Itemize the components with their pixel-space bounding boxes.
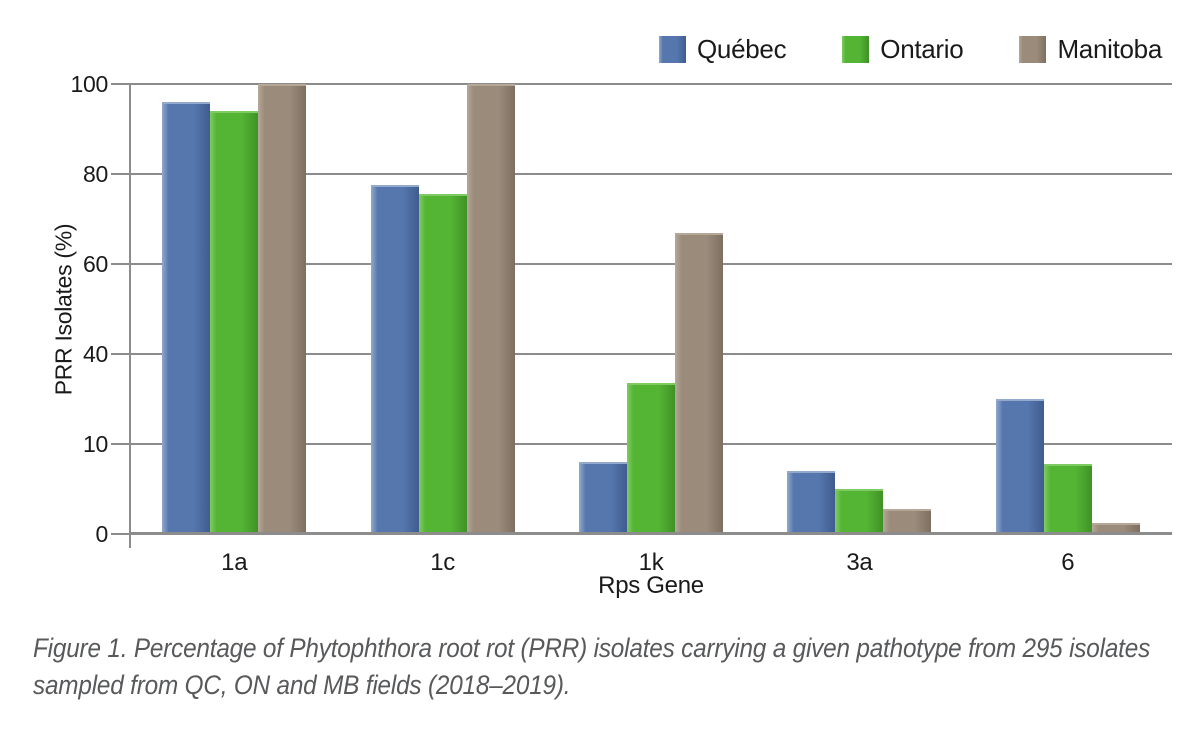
bars [547, 84, 755, 534]
bar-group-1a: 1a [130, 84, 338, 576]
legend-swatch-manitoba [1019, 36, 1047, 63]
y-tick-label: 60 [83, 251, 108, 277]
bar-manitoba-1a [258, 84, 307, 534]
y-tick-label: 0 [95, 521, 109, 547]
bars [338, 84, 546, 534]
y-tick-label: 40 [83, 341, 108, 367]
figure-caption: Figure 1. Percentage of Phytophthora roo… [33, 630, 1192, 704]
legend-item-manitoba: Manitoba [1019, 34, 1162, 65]
bar-québec-1a [162, 102, 211, 534]
bar-manitoba-1c [466, 84, 515, 534]
bar-québec-3a [787, 471, 836, 534]
category-label: 1c [430, 549, 455, 576]
legend-swatch-québec [659, 36, 686, 63]
bar-ontario-1k [627, 383, 676, 534]
legend-item-ontario: Ontario [842, 34, 964, 65]
legend-label: Ontario [880, 34, 964, 64]
bar-ontario-1c [418, 194, 467, 534]
category-label: 6 [1061, 549, 1075, 576]
y-axis-title: PRR Isolates (%) [50, 223, 77, 396]
bars [130, 84, 338, 534]
legend-label: Manitoba [1057, 34, 1162, 64]
bar-ontario-1a [210, 111, 259, 534]
y-tick-label: 10 [83, 431, 108, 457]
bar-ontario-3a [835, 489, 884, 534]
legend-label: Québec [697, 34, 787, 64]
category-label: 1k [638, 549, 664, 576]
bar-manitoba-1k [675, 232, 724, 534]
y-tick-label: 80 [83, 161, 108, 187]
legend-item-québec: Québec [659, 34, 787, 65]
bar-manitoba-6 [1091, 522, 1140, 534]
gridline [130, 353, 1172, 355]
bars [964, 84, 1172, 534]
category-label: 1a [221, 549, 248, 576]
gridline [130, 173, 1172, 175]
legend-swatch-ontario [842, 36, 870, 63]
bar-groups: 1a 1c 1k 3a 6 [130, 84, 1172, 576]
plot-area: 100 80 60 40 10 0 1a 1c 1k 3a 6 [71, 71, 1172, 576]
bar-québec-1k [579, 462, 628, 534]
y-axis-line [129, 84, 131, 548]
bar-québec-1c [370, 185, 419, 534]
bar-ontario-6 [1043, 464, 1092, 534]
bar-group-6: 6 [964, 84, 1172, 576]
bar-group-1k: 1k [547, 84, 755, 576]
bar-group-1c: 1c [338, 84, 546, 576]
bar-québec-6 [995, 399, 1044, 534]
caption-line-2: sampled from QC, ON and MB fields (2018–… [33, 670, 571, 700]
x-axis-line [129, 532, 1172, 535]
category-label: 3a [846, 549, 873, 576]
caption-line-1: Figure 1. Percentage of Phytophthora roo… [33, 633, 1151, 663]
bar-group-3a: 3a [755, 84, 963, 576]
y-tick-label: 100 [70, 71, 109, 97]
gridline [130, 263, 1172, 265]
x-axis-title: Rps Gene [598, 572, 704, 599]
bar-manitoba-3a [883, 509, 932, 534]
gridline [130, 83, 1172, 85]
chart-legend: Québec Ontario Manitoba [659, 34, 1162, 65]
bars [755, 84, 963, 534]
